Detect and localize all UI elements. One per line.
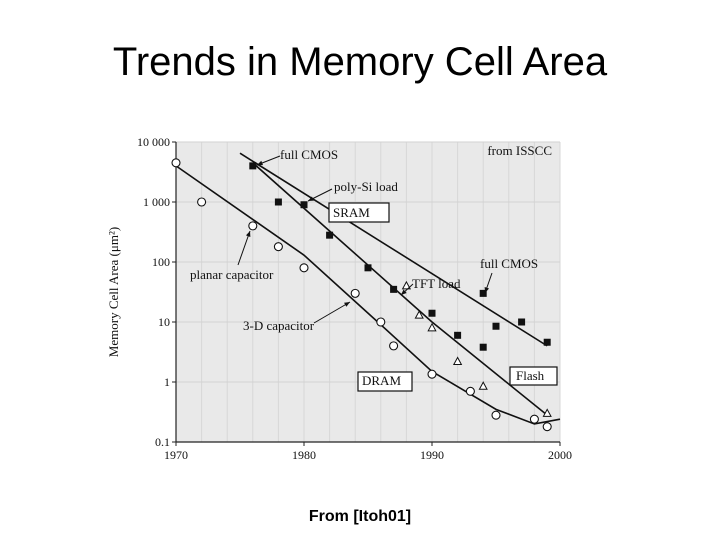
3d-capacitor-label: 3-D capacitor (243, 318, 315, 333)
dram-point (376, 317, 386, 327)
dram-point (273, 242, 283, 252)
y-tick-label: 1 000 (143, 195, 170, 209)
planar-capacitor-arrowhead (245, 231, 251, 237)
full-cmos-sram-arrowhead (257, 160, 263, 166)
sram-point (326, 231, 334, 239)
dram-point (248, 221, 258, 231)
poly-si-load-label: poly-Si load (334, 179, 398, 194)
sram-point (518, 318, 526, 326)
chart-svg: 1970 1980 1990 2000 10 000 1 000 100 10 1 0.1 Memo… (106, 135, 572, 462)
dram-boxed-box (357, 371, 413, 392)
sram-point (390, 285, 398, 293)
sram-point (364, 264, 372, 272)
tft-load-label: TFT load (412, 276, 461, 291)
y-tick-label: 0.1 (155, 435, 170, 449)
dram-point (350, 288, 360, 298)
tft-load-point (478, 381, 488, 390)
y-tick-label: 10 (158, 315, 170, 329)
sram-point (479, 289, 487, 297)
poly-si-load-arrowhead (308, 196, 314, 201)
planar-capacitor-label: planar capacitor (190, 267, 274, 282)
tft-load-point (414, 310, 424, 319)
sram-point (300, 201, 308, 209)
dram-point (465, 386, 475, 396)
x-tick-label: 1970 (164, 448, 188, 462)
sram-point (249, 162, 257, 170)
plot-background (176, 142, 560, 442)
sram-point (492, 322, 500, 330)
x-tick-label: 2000 (548, 448, 572, 462)
sram-point (428, 309, 436, 317)
tft-load-point (401, 280, 412, 290)
3d-capacitor-arrow (313, 301, 351, 324)
dram-point (491, 410, 501, 420)
slide-title: Trends in Memory Cell Area (112, 40, 608, 84)
planar-capacitor-arrow (237, 230, 251, 266)
x-tick-label: 1990 (420, 448, 444, 462)
sram-boxed-label: SRAM (333, 205, 370, 220)
tft-load-point (427, 322, 437, 332)
tft-load-arrowhead (401, 289, 407, 295)
dram-point (171, 158, 181, 168)
dram-point (299, 263, 309, 273)
dram-point (542, 422, 552, 432)
dram-point (427, 369, 437, 379)
full-cmos-arrowhead (484, 287, 490, 293)
sram-point (454, 331, 462, 339)
sram-trend-line (252, 162, 548, 416)
full-cmos-trend-line (239, 152, 548, 347)
sram-point (479, 343, 487, 351)
sram-boxed-box (328, 202, 390, 223)
memory-cell-area-chart: 1970 1980 1990 2000 10 000 1 000 100 10 1 0.1 Memo… (100, 128, 590, 468)
y-axis-label: Memory Cell Area (μm²) (106, 227, 121, 357)
dram-boxed-label: DRAM (362, 373, 401, 388)
full-cmos-sram-label: full CMOS (280, 147, 338, 162)
y-tick-label: 1 (164, 375, 170, 389)
x-tick-label: 1980 (292, 448, 316, 462)
tft-load-point (452, 356, 463, 365)
source-note: from ISSCC (487, 143, 552, 158)
dram-point (389, 341, 399, 351)
y-tick-label: 100 (152, 255, 170, 269)
y-tick-label: 10 000 (137, 135, 170, 149)
full-cmos-label: full CMOS (480, 256, 538, 271)
flash-boxed-box (509, 366, 558, 386)
flash-boxed-label: Flash (516, 368, 545, 383)
source-caption: From [Itoh01] (308, 508, 412, 525)
dram-point (197, 197, 207, 207)
3d-capacitor-arrowhead (344, 302, 350, 307)
sram-point (543, 338, 551, 346)
tft-load-point (542, 408, 552, 417)
dram-point (529, 414, 539, 424)
sram-point (274, 198, 282, 206)
